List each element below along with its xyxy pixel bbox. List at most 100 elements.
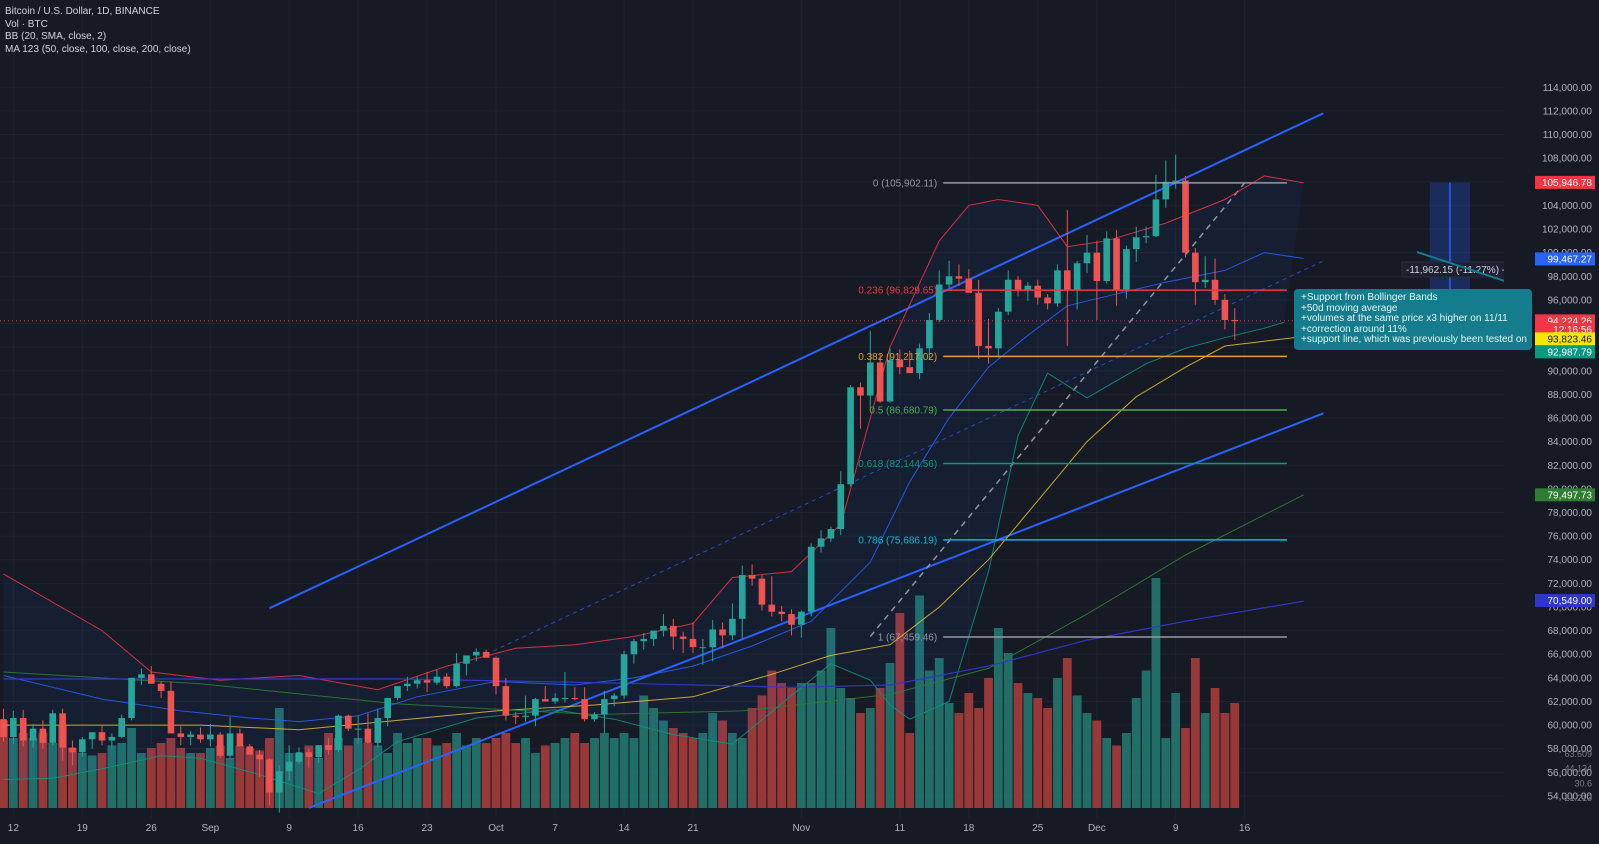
candle [138, 668, 145, 685]
candle-body [216, 734, 224, 756]
volume-bar [353, 738, 363, 808]
price-tag-label: 94,224.26 [1548, 316, 1593, 327]
candle-body [374, 718, 382, 743]
ma100-line [3, 494, 1304, 716]
candle [305, 748, 313, 768]
candle-body [867, 362, 874, 396]
volume-bar [806, 683, 816, 808]
candle-body [423, 680, 431, 683]
volume-bar [777, 683, 787, 808]
candle-body [876, 362, 884, 402]
volume-bar [1082, 713, 1092, 808]
price-tag-label: 93,823.46 [1548, 334, 1593, 345]
volume-bar [708, 713, 718, 808]
candle [404, 676, 411, 691]
candle [1064, 210, 1071, 346]
candle-body [394, 686, 401, 698]
candle-body [49, 713, 57, 743]
chart-legend: Bitcoin / U.S. Dollar, 1D, BINANCE Vol ·… [5, 6, 191, 56]
note-line: +50d moving average [1301, 302, 1398, 314]
volume-bar [796, 683, 806, 808]
candle-body [325, 745, 332, 750]
candle [473, 648, 480, 662]
candle [236, 728, 244, 747]
candle [1162, 160, 1170, 208]
candle [1192, 247, 1199, 305]
time-axis-tick: 23 [421, 823, 433, 834]
candle [1142, 226, 1150, 244]
price-axis-tick: 86,000.00 [1548, 414, 1593, 425]
price-tag [1535, 345, 1595, 359]
candle-body [335, 715, 342, 750]
volume-bar [324, 733, 333, 808]
volume-bar [599, 733, 609, 808]
candle-body [541, 699, 549, 702]
candle-body [295, 752, 303, 762]
candle [285, 745, 293, 781]
moving-average-indicator-label[interactable]: MA 123 (50, close, 100, close, 200, clos… [5, 43, 191, 55]
candle-body [807, 546, 815, 612]
candle [423, 671, 431, 693]
price-axis-tick: 96,000.00 [1548, 295, 1593, 306]
volume-bar [471, 738, 481, 808]
price-axis-tick: 88,000.00 [1548, 390, 1593, 401]
price-tag [1535, 332, 1595, 346]
candle-body [1132, 237, 1140, 250]
price-axis-bg [1504, 0, 1599, 839]
volume-bar [718, 720, 727, 808]
candle [482, 649, 490, 658]
candle [502, 677, 510, 721]
candle-body [689, 638, 697, 648]
candle-body [1014, 279, 1022, 291]
candle-body [147, 674, 155, 684]
candle-body [758, 578, 766, 605]
candle [729, 603, 736, 641]
candle-body [916, 348, 923, 374]
candle-body [798, 611, 805, 625]
candle [758, 575, 766, 611]
candle-body [975, 292, 982, 346]
volume-bar [728, 733, 737, 808]
candle-body [157, 683, 165, 691]
volume-bar [668, 728, 678, 808]
candle [167, 681, 175, 734]
price-tag [1535, 252, 1595, 266]
candle [256, 749, 263, 778]
volume-indicator-label[interactable]: Vol · BTC [5, 18, 48, 30]
symbol-title[interactable]: Bitcoin / U.S. Dollar, 1D, BINANCE [5, 6, 160, 17]
candle-body [492, 657, 500, 687]
bollinger-indicator-label[interactable]: BB (20, SMA, close, 2) [5, 31, 107, 42]
candle [98, 725, 106, 746]
volume-bar [609, 738, 619, 808]
analysis-note[interactable]: +Support from Bollinger Bands +50d movin… [1294, 289, 1532, 350]
volume-bar [373, 745, 383, 808]
candle [650, 630, 657, 646]
candle-body [1064, 270, 1071, 291]
candle-body [315, 745, 322, 758]
candle-body [965, 278, 973, 293]
candle [1093, 240, 1101, 320]
candle [295, 747, 303, 765]
time-axis-tick: 12 [8, 823, 20, 834]
candle [1083, 234, 1091, 273]
volume-bar [334, 738, 343, 808]
candle [935, 270, 943, 323]
candle [926, 312, 933, 359]
time-axis-tick: 19 [77, 823, 89, 834]
price-axis-tick: 78,000.00 [1548, 508, 1593, 519]
price-axis-tick: 76,000.00 [1548, 532, 1593, 543]
volume-bar [816, 670, 826, 808]
volume-bar [1230, 703, 1240, 808]
time-axis-tick: 21 [687, 823, 699, 834]
candle [670, 618, 677, 650]
candle-body [1201, 279, 1209, 283]
candle-body [187, 734, 194, 737]
candle [955, 264, 963, 286]
candle-body [1054, 270, 1061, 304]
candle [512, 712, 519, 724]
candle [1044, 293, 1051, 310]
price-axis-tick: 98,000.00 [1548, 272, 1593, 283]
price-tag-label: 70,549.00 [1548, 596, 1593, 607]
